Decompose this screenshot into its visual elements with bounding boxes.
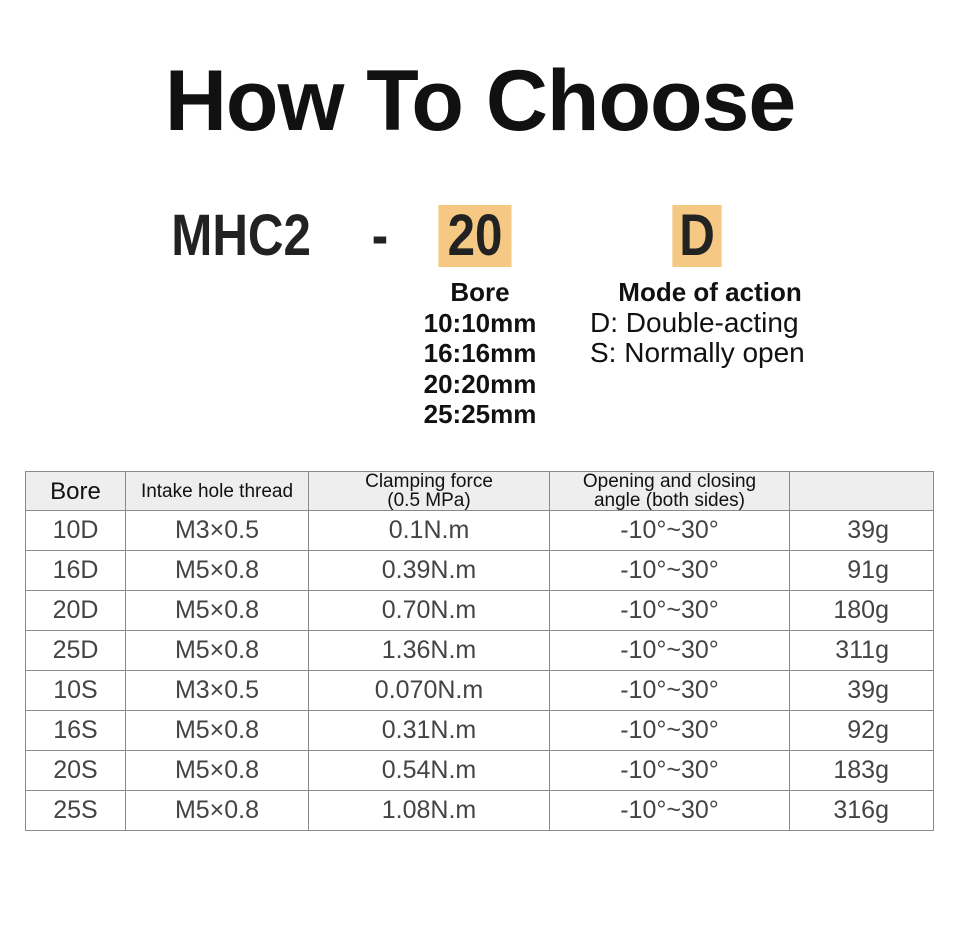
- table-cell: 180g: [789, 590, 934, 631]
- mode-item: S: Normally open: [590, 337, 805, 368]
- model-series: MHC2: [171, 203, 311, 268]
- header-cell: [789, 471, 934, 511]
- table-row: 10S M3×0.5 0.070N.m -10°~30° 39g: [25, 670, 934, 711]
- table-cell: 39g: [789, 670, 934, 711]
- table-cell: 10S: [25, 670, 126, 711]
- table-cell: 0.54N.m: [308, 750, 550, 791]
- table-row: 16S M5×0.8 0.31N.m -10°~30° 92g: [25, 710, 934, 751]
- table-cell: 91g: [789, 550, 934, 591]
- header-row: Bore Intake hole thread Clamping force (0.5…: [25, 471, 934, 511]
- bore-item: 25:25mm: [423, 399, 537, 429]
- table-cell: M5×0.8: [125, 590, 309, 631]
- model-bore: 20: [438, 205, 512, 267]
- model-separator: -: [371, 203, 389, 268]
- bore-options: Bore 10:10mm 16:16mm 20:20mm 25:25mm: [380, 277, 580, 430]
- table-cell: -10°~30°: [549, 750, 790, 791]
- header-line: Clamping force: [365, 471, 493, 492]
- table-cell: 0.31N.m: [308, 710, 550, 751]
- bore-item: 16:16mm: [423, 338, 537, 368]
- header-cell: Opening and closing angle (both sides): [549, 471, 790, 511]
- table-row: 16D M5×0.8 0.39N.m -10°~30° 91g: [25, 550, 934, 591]
- table-cell: 311g: [789, 630, 934, 671]
- bore-heading: Bore: [450, 277, 510, 307]
- table-cell: 0.70N.m: [308, 590, 550, 631]
- header-line: angle (both sides): [593, 490, 746, 511]
- table-cell: -10°~30°: [549, 550, 790, 591]
- table-body: Bore Intake hole thread Clamping force (0.5…: [25, 471, 934, 831]
- spec-table: Bore Intake hole thread Clamping force (0.5…: [25, 471, 934, 831]
- table-cell: 20D: [25, 590, 126, 631]
- bore-items: 10:10mm 16:16mm 20:20mm 25:25mm: [380, 308, 580, 430]
- bore-item: 10:10mm: [423, 307, 537, 338]
- table-cell: 20S: [25, 750, 126, 791]
- table-cell: 316g: [789, 790, 934, 831]
- header-cell: Clamping force (0.5 MPa): [308, 471, 550, 511]
- header-cell: Bore: [25, 471, 126, 511]
- table-cell: 0.1N.m: [308, 510, 550, 551]
- bore-item: 20:20mm: [423, 368, 537, 399]
- table-cell: 39g: [789, 510, 934, 551]
- table-cell: 25S: [25, 790, 126, 831]
- table-cell: -10°~30°: [549, 630, 790, 671]
- table-cell: 1.36N.m: [308, 630, 550, 671]
- table-cell: M3×0.5: [125, 510, 309, 551]
- table-cell: -10°~30°: [549, 790, 790, 831]
- header-line: (0.5 MPa): [387, 490, 471, 511]
- table-cell: -10°~30°: [549, 710, 790, 751]
- table-cell: -10°~30°: [549, 510, 790, 551]
- table-row: 20S M5×0.8 0.54N.m -10°~30° 183g: [25, 750, 934, 791]
- table-cell: 16D: [25, 550, 126, 591]
- header-line: Bore: [50, 477, 101, 505]
- table-row: 20D M5×0.8 0.70N.m -10°~30° 180g: [25, 590, 934, 631]
- table-row: 25D M5×0.8 1.36N.m -10°~30° 311g: [25, 630, 934, 671]
- table-cell: -10°~30°: [549, 670, 790, 711]
- table-cell: M5×0.8: [125, 550, 309, 591]
- model-mode: D: [672, 205, 722, 267]
- mode-options: Mode of action D: Double-acting S: Normal…: [590, 277, 830, 369]
- mode-item: D: Double-acting: [590, 306, 799, 338]
- table-cell: 0.39N.m: [308, 550, 550, 591]
- table-cell: 16S: [25, 710, 126, 751]
- table-cell: 0.070N.m: [308, 670, 550, 711]
- title: How To Choose: [164, 53, 796, 149]
- header-line: Opening and closing: [582, 471, 757, 492]
- mode-items: D: Double-acting S: Normally open: [590, 306, 830, 369]
- table-cell: -10°~30°: [549, 590, 790, 631]
- table-row: 10D M3×0.5 0.1N.m -10°~30° 39g: [25, 510, 934, 551]
- table-cell: 10D: [25, 510, 126, 551]
- table-row: 25S M5×0.8 1.08N.m -10°~30° 316g: [25, 790, 934, 831]
- table-cell: 25D: [25, 630, 126, 671]
- table-cell: M5×0.8: [125, 710, 309, 751]
- header-cell: Intake hole thread: [125, 471, 309, 511]
- table-cell: 183g: [789, 750, 934, 791]
- table-cell: M5×0.8: [125, 790, 309, 831]
- table-cell: 92g: [789, 710, 934, 751]
- table-cell: M5×0.8: [125, 750, 309, 791]
- table-cell: M3×0.5: [125, 670, 309, 711]
- table-cell: M5×0.8: [125, 630, 309, 671]
- mode-heading: Mode of action: [618, 277, 802, 307]
- table-cell: 1.08N.m: [308, 790, 550, 831]
- header-line: Intake hole thread: [140, 480, 294, 502]
